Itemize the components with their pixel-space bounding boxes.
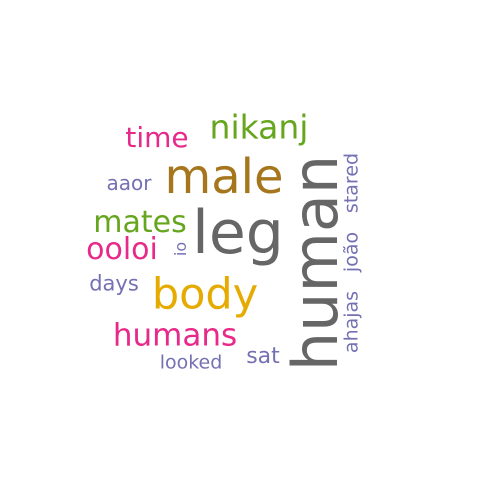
word-joao: joão (340, 231, 363, 273)
word-looked: looked (159, 351, 223, 374)
word-nikanj: nikanj (209, 107, 309, 147)
word-leg: leg (192, 198, 284, 268)
word-ahajas: ahajas (340, 290, 363, 354)
word-time: time (125, 121, 189, 154)
word-days: days (89, 271, 139, 296)
word-male: male (164, 149, 284, 205)
word-stared: stared (340, 152, 363, 214)
word-sat: sat (246, 344, 280, 369)
word-humans: humans (112, 317, 238, 354)
word-io: io (171, 241, 190, 257)
word-ooloi: ooloi (86, 232, 158, 267)
word-body: body (151, 269, 259, 320)
word-mates: mates (93, 205, 187, 240)
word-human: human (279, 154, 352, 372)
word-aaor: aaor (106, 171, 152, 195)
